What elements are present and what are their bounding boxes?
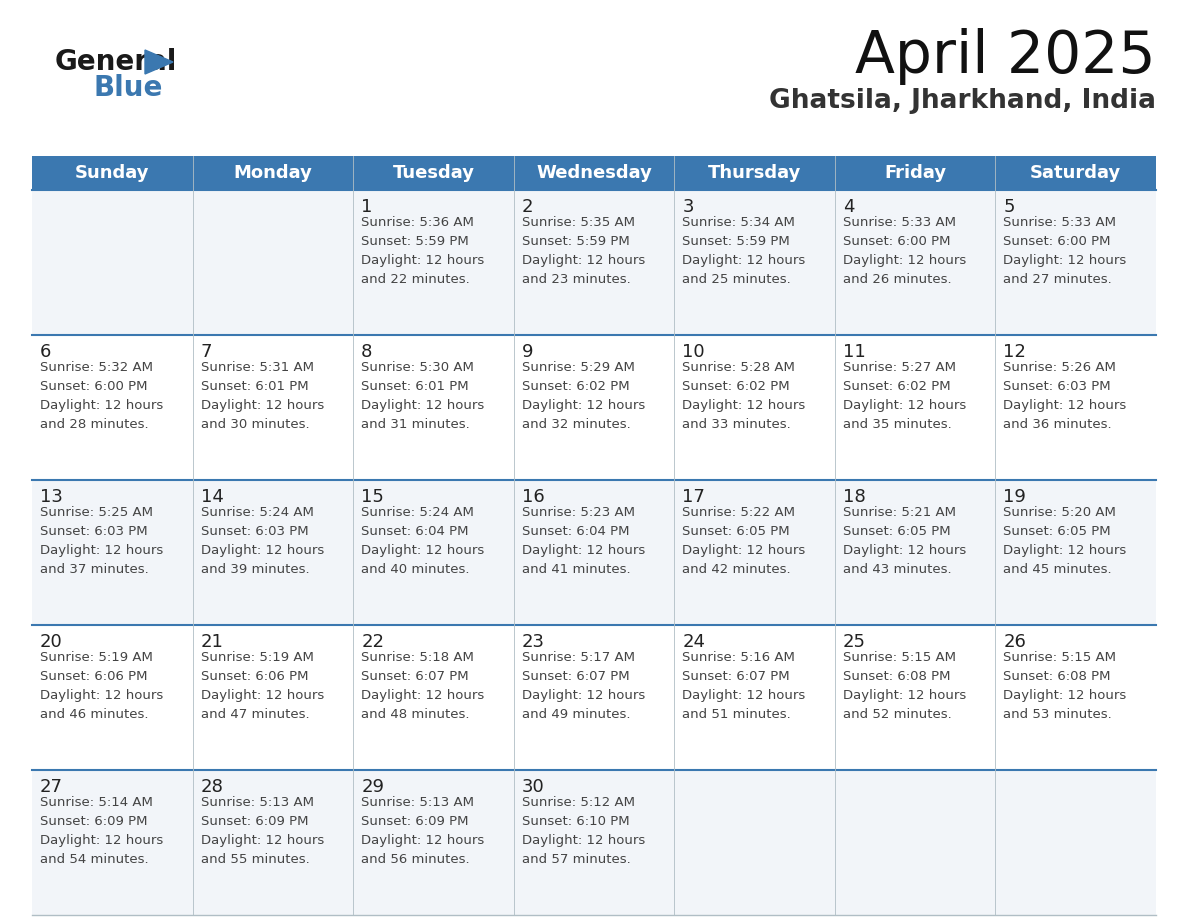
Text: 15: 15 [361, 488, 384, 506]
Text: 23: 23 [522, 633, 545, 651]
Text: Sunrise: 5:32 AM
Sunset: 6:00 PM
Daylight: 12 hours
and 28 minutes.: Sunrise: 5:32 AM Sunset: 6:00 PM Dayligh… [40, 361, 163, 431]
Text: Sunrise: 5:15 AM
Sunset: 6:08 PM
Daylight: 12 hours
and 52 minutes.: Sunrise: 5:15 AM Sunset: 6:08 PM Dayligh… [842, 651, 966, 721]
Text: 22: 22 [361, 633, 384, 651]
Bar [32, 190, 1156, 335]
Bar [32, 156, 1156, 190]
Text: Sunrise: 5:19 AM
Sunset: 6:06 PM
Daylight: 12 hours
and 47 minutes.: Sunrise: 5:19 AM Sunset: 6:06 PM Dayligh… [201, 651, 324, 721]
Text: 14: 14 [201, 488, 223, 506]
Bar [32, 625, 1156, 770]
Text: Sunrise: 5:23 AM
Sunset: 6:04 PM
Daylight: 12 hours
and 41 minutes.: Sunrise: 5:23 AM Sunset: 6:04 PM Dayligh… [522, 506, 645, 576]
Text: April 2025: April 2025 [855, 28, 1156, 85]
Text: Sunrise: 5:34 AM
Sunset: 5:59 PM
Daylight: 12 hours
and 25 minutes.: Sunrise: 5:34 AM Sunset: 5:59 PM Dayligh… [682, 216, 805, 286]
Text: 7: 7 [201, 343, 213, 361]
Text: 29: 29 [361, 778, 384, 796]
Text: 16: 16 [522, 488, 544, 506]
Text: Sunrise: 5:24 AM
Sunset: 6:04 PM
Daylight: 12 hours
and 40 minutes.: Sunrise: 5:24 AM Sunset: 6:04 PM Dayligh… [361, 506, 485, 576]
Text: 10: 10 [682, 343, 704, 361]
Text: 4: 4 [842, 198, 854, 216]
Text: Sunrise: 5:33 AM
Sunset: 6:00 PM
Daylight: 12 hours
and 27 minutes.: Sunrise: 5:33 AM Sunset: 6:00 PM Dayligh… [1004, 216, 1126, 286]
Text: Sunrise: 5:27 AM
Sunset: 6:02 PM
Daylight: 12 hours
and 35 minutes.: Sunrise: 5:27 AM Sunset: 6:02 PM Dayligh… [842, 361, 966, 431]
Text: 19: 19 [1004, 488, 1026, 506]
Text: 1: 1 [361, 198, 373, 216]
Text: 11: 11 [842, 343, 866, 361]
Bar [32, 480, 1156, 625]
Text: Tuesday: Tuesday [392, 164, 474, 182]
Bar [32, 335, 1156, 480]
Text: Sunrise: 5:17 AM
Sunset: 6:07 PM
Daylight: 12 hours
and 49 minutes.: Sunrise: 5:17 AM Sunset: 6:07 PM Dayligh… [522, 651, 645, 721]
Polygon shape [145, 50, 173, 74]
Text: Sunrise: 5:13 AM
Sunset: 6:09 PM
Daylight: 12 hours
and 55 minutes.: Sunrise: 5:13 AM Sunset: 6:09 PM Dayligh… [201, 796, 324, 866]
Text: Sunrise: 5:16 AM
Sunset: 6:07 PM
Daylight: 12 hours
and 51 minutes.: Sunrise: 5:16 AM Sunset: 6:07 PM Dayligh… [682, 651, 805, 721]
Text: Blue: Blue [93, 74, 163, 102]
Text: 20: 20 [40, 633, 63, 651]
Text: 21: 21 [201, 633, 223, 651]
Text: Sunrise: 5:25 AM
Sunset: 6:03 PM
Daylight: 12 hours
and 37 minutes.: Sunrise: 5:25 AM Sunset: 6:03 PM Dayligh… [40, 506, 163, 576]
Text: Sunrise: 5:30 AM
Sunset: 6:01 PM
Daylight: 12 hours
and 31 minutes.: Sunrise: 5:30 AM Sunset: 6:01 PM Dayligh… [361, 361, 485, 431]
Text: Sunrise: 5:12 AM
Sunset: 6:10 PM
Daylight: 12 hours
and 57 minutes.: Sunrise: 5:12 AM Sunset: 6:10 PM Dayligh… [522, 796, 645, 866]
Text: Ghatsila, Jharkhand, India: Ghatsila, Jharkhand, India [769, 88, 1156, 114]
Bar [32, 770, 1156, 915]
Text: Sunrise: 5:26 AM
Sunset: 6:03 PM
Daylight: 12 hours
and 36 minutes.: Sunrise: 5:26 AM Sunset: 6:03 PM Dayligh… [1004, 361, 1126, 431]
Text: 27: 27 [40, 778, 63, 796]
Text: Wednesday: Wednesday [536, 164, 652, 182]
Text: Sunrise: 5:28 AM
Sunset: 6:02 PM
Daylight: 12 hours
and 33 minutes.: Sunrise: 5:28 AM Sunset: 6:02 PM Dayligh… [682, 361, 805, 431]
Text: Sunrise: 5:19 AM
Sunset: 6:06 PM
Daylight: 12 hours
and 46 minutes.: Sunrise: 5:19 AM Sunset: 6:06 PM Dayligh… [40, 651, 163, 721]
Text: 24: 24 [682, 633, 706, 651]
Text: 3: 3 [682, 198, 694, 216]
Text: 18: 18 [842, 488, 866, 506]
Text: Sunrise: 5:36 AM
Sunset: 5:59 PM
Daylight: 12 hours
and 22 minutes.: Sunrise: 5:36 AM Sunset: 5:59 PM Dayligh… [361, 216, 485, 286]
Text: Sunrise: 5:22 AM
Sunset: 6:05 PM
Daylight: 12 hours
and 42 minutes.: Sunrise: 5:22 AM Sunset: 6:05 PM Dayligh… [682, 506, 805, 576]
Text: Sunrise: 5:13 AM
Sunset: 6:09 PM
Daylight: 12 hours
and 56 minutes.: Sunrise: 5:13 AM Sunset: 6:09 PM Dayligh… [361, 796, 485, 866]
Text: Sunday: Sunday [75, 164, 150, 182]
Text: Saturday: Saturday [1030, 164, 1121, 182]
Text: 9: 9 [522, 343, 533, 361]
Text: 2: 2 [522, 198, 533, 216]
Text: Sunrise: 5:31 AM
Sunset: 6:01 PM
Daylight: 12 hours
and 30 minutes.: Sunrise: 5:31 AM Sunset: 6:01 PM Dayligh… [201, 361, 324, 431]
Text: 26: 26 [1004, 633, 1026, 651]
Text: 17: 17 [682, 488, 706, 506]
Text: 8: 8 [361, 343, 373, 361]
Text: 25: 25 [842, 633, 866, 651]
Text: 6: 6 [40, 343, 51, 361]
Text: Sunrise: 5:21 AM
Sunset: 6:05 PM
Daylight: 12 hours
and 43 minutes.: Sunrise: 5:21 AM Sunset: 6:05 PM Dayligh… [842, 506, 966, 576]
Text: Sunrise: 5:20 AM
Sunset: 6:05 PM
Daylight: 12 hours
and 45 minutes.: Sunrise: 5:20 AM Sunset: 6:05 PM Dayligh… [1004, 506, 1126, 576]
Text: Sunrise: 5:24 AM
Sunset: 6:03 PM
Daylight: 12 hours
and 39 minutes.: Sunrise: 5:24 AM Sunset: 6:03 PM Dayligh… [201, 506, 324, 576]
Text: Sunrise: 5:33 AM
Sunset: 6:00 PM
Daylight: 12 hours
and 26 minutes.: Sunrise: 5:33 AM Sunset: 6:00 PM Dayligh… [842, 216, 966, 286]
Text: Thursday: Thursday [708, 164, 801, 182]
Text: Sunrise: 5:29 AM
Sunset: 6:02 PM
Daylight: 12 hours
and 32 minutes.: Sunrise: 5:29 AM Sunset: 6:02 PM Dayligh… [522, 361, 645, 431]
Text: Sunrise: 5:18 AM
Sunset: 6:07 PM
Daylight: 12 hours
and 48 minutes.: Sunrise: 5:18 AM Sunset: 6:07 PM Dayligh… [361, 651, 485, 721]
Text: 5: 5 [1004, 198, 1015, 216]
Text: Sunrise: 5:35 AM
Sunset: 5:59 PM
Daylight: 12 hours
and 23 minutes.: Sunrise: 5:35 AM Sunset: 5:59 PM Dayligh… [522, 216, 645, 286]
Text: Friday: Friday [884, 164, 946, 182]
Text: 12: 12 [1004, 343, 1026, 361]
Text: 13: 13 [40, 488, 63, 506]
Text: 28: 28 [201, 778, 223, 796]
Text: Monday: Monday [233, 164, 312, 182]
Text: General: General [55, 48, 177, 76]
Text: Sunrise: 5:14 AM
Sunset: 6:09 PM
Daylight: 12 hours
and 54 minutes.: Sunrise: 5:14 AM Sunset: 6:09 PM Dayligh… [40, 796, 163, 866]
Text: Sunrise: 5:15 AM
Sunset: 6:08 PM
Daylight: 12 hours
and 53 minutes.: Sunrise: 5:15 AM Sunset: 6:08 PM Dayligh… [1004, 651, 1126, 721]
Text: 30: 30 [522, 778, 544, 796]
